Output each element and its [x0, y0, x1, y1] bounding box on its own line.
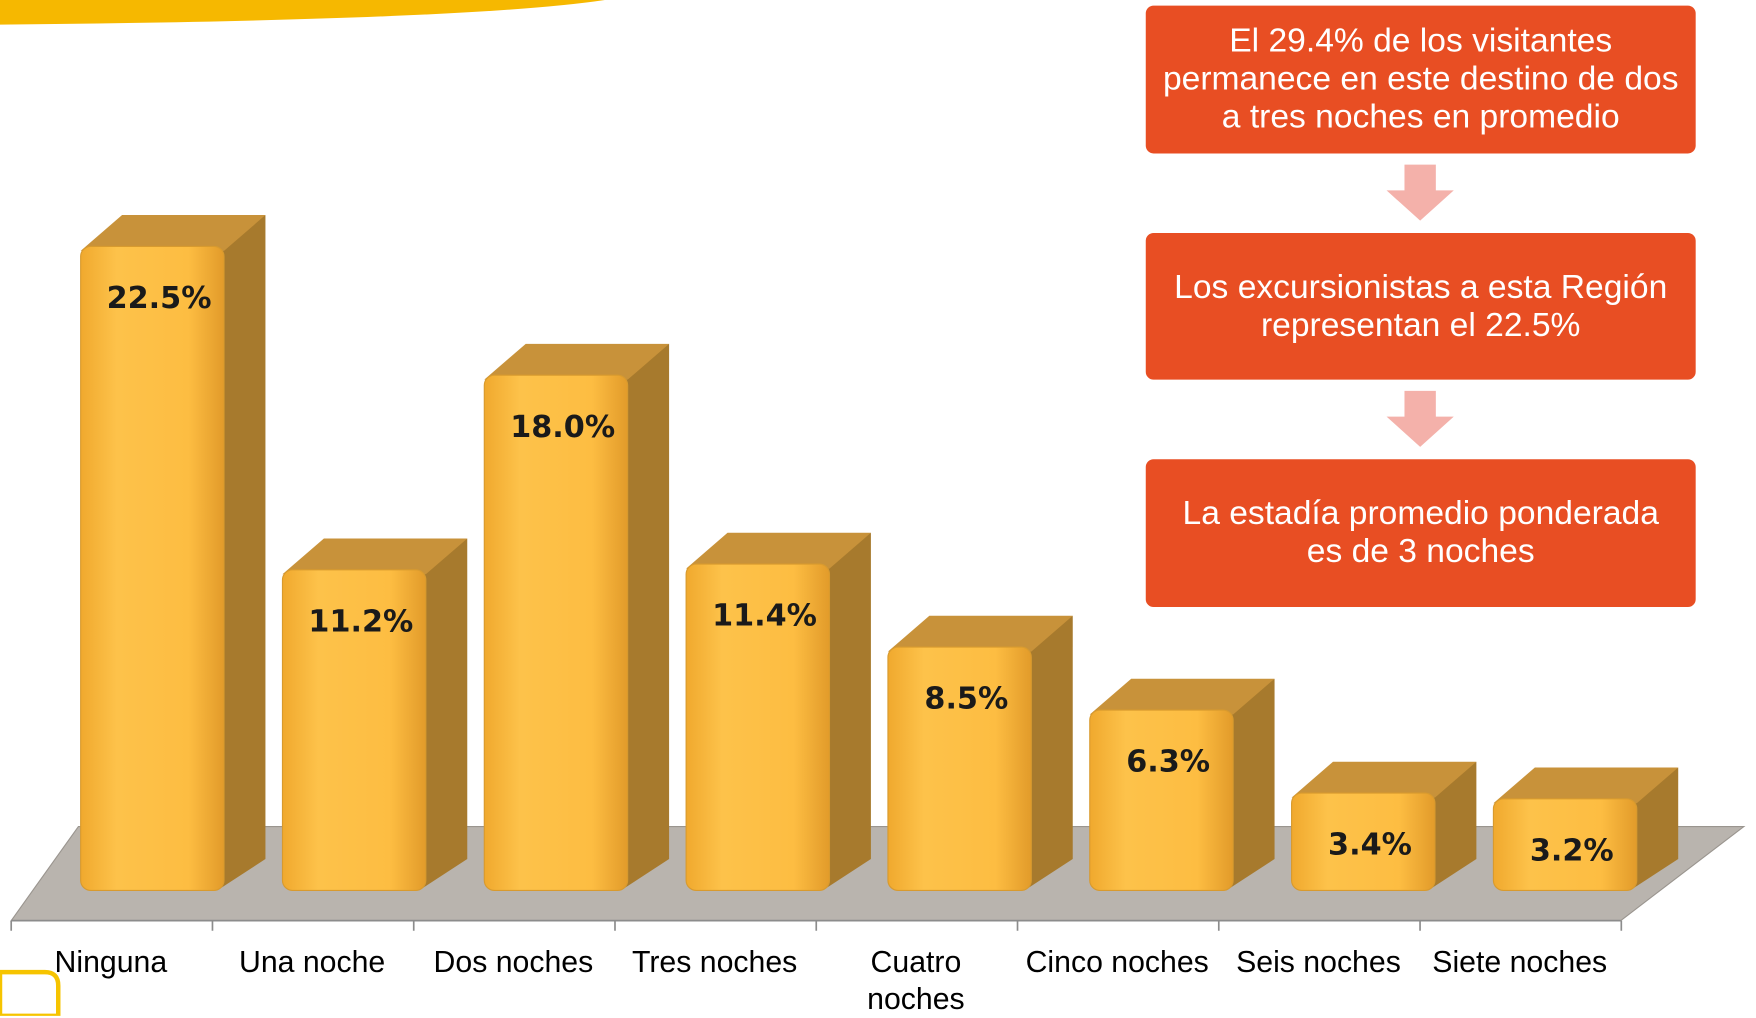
value-label: 18.0%: [510, 410, 615, 445]
value-label: 3.4%: [1328, 828, 1412, 863]
x-tick-label: Dos noches: [433, 945, 594, 979]
callout: El 29.4% de los visitantes permanece en …: [1145, 5, 1696, 154]
x-tick-label: Siete noches: [1432, 945, 1608, 979]
bar-top: [1089, 678, 1275, 715]
x-tick-label: Una noche: [238, 945, 386, 979]
decor-band: [0, 0, 605, 25]
x-tick-label: Tres noches: [632, 945, 798, 979]
callout: La estadía promedio ponderada es de 3 no…: [1145, 459, 1696, 608]
value-label: 11.2%: [308, 604, 413, 639]
value-label: 11.4%: [712, 599, 817, 634]
bar: [80, 245, 225, 891]
bar-side: [620, 343, 670, 891]
bar-side: [217, 215, 266, 891]
bar-side: [419, 538, 468, 891]
bar-side: [1024, 615, 1073, 891]
floor: [10, 826, 1746, 922]
x-tick-label: Ninguna: [54, 945, 168, 979]
x-tick-label: Seis noches: [1236, 945, 1401, 979]
decor-square: [0, 969, 61, 1016]
bar: [685, 563, 831, 891]
value-label: 3.2%: [1530, 833, 1614, 868]
bar: [483, 374, 629, 891]
x-tick-label: Cinco noches: [1025, 945, 1209, 979]
bar-top: [686, 532, 871, 569]
bar-top: [1493, 767, 1679, 804]
bar-top: [80, 215, 266, 251]
value-label: 6.3%: [1126, 745, 1210, 780]
bar: [887, 646, 1032, 891]
bar: [1492, 798, 1638, 891]
bar-top: [282, 538, 468, 575]
bar-top: [484, 343, 670, 380]
value-label: 8.5%: [924, 682, 1008, 717]
bar: [1291, 792, 1436, 891]
bar-side: [822, 532, 871, 891]
bar-top: [1291, 761, 1477, 798]
callout: Los excursionistas a esta Región represe…: [1145, 232, 1696, 380]
value-label: 22.5%: [107, 281, 212, 316]
x-tick-label: Cuatro noches: [867, 945, 965, 1016]
bar-top: [887, 615, 1073, 652]
bar-side: [1428, 761, 1477, 891]
bar: [1089, 709, 1234, 891]
bar-side: [1226, 678, 1275, 891]
bar: [281, 569, 427, 891]
